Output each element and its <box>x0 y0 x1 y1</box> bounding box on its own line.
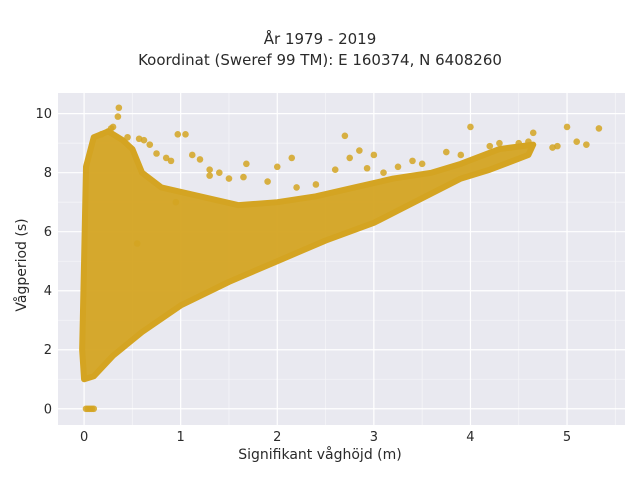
y-tick-label: 0 <box>44 402 52 417</box>
scatter-point <box>206 166 213 174</box>
scatter-point <box>370 151 378 159</box>
scatter-point <box>216 169 223 176</box>
x-tick-label: 3 <box>370 430 378 445</box>
x-tick-label: 4 <box>466 430 474 445</box>
scatter-point <box>554 142 561 150</box>
scatter-point <box>583 141 590 148</box>
scatter-point <box>196 156 204 163</box>
scatter-point <box>264 178 271 185</box>
x-tick-label: 1 <box>177 430 185 445</box>
scatter-point <box>595 125 603 132</box>
scatter-point <box>133 240 141 247</box>
x-axis-title: Signifikant våghöjd (m) <box>238 447 402 463</box>
scatter-point <box>457 151 465 159</box>
scatter-point-cloud <box>79 128 537 383</box>
y-tick-label: 10 <box>35 107 52 122</box>
scatter-point <box>146 141 154 148</box>
y-tick-label: 2 <box>44 343 52 358</box>
y-tick-label: 6 <box>44 225 52 240</box>
scatter-point <box>225 175 233 182</box>
x-tick-label: 5 <box>563 430 571 445</box>
scatter-point <box>331 166 339 174</box>
scatter-point <box>409 157 416 165</box>
x-tick-label: 0 <box>80 430 88 445</box>
scatter-point <box>346 154 354 162</box>
scatter-cloud <box>79 128 537 383</box>
scatter-point <box>363 164 371 172</box>
x-tick-label: 2 <box>273 430 281 445</box>
scatter-point <box>124 133 131 141</box>
scatter-point <box>356 147 363 154</box>
scatter-points <box>82 104 603 413</box>
scatter-point <box>206 172 213 179</box>
scatter-point <box>162 154 170 162</box>
chart-title-line-1: År 1979 - 2019 <box>263 30 377 48</box>
scatter-point <box>525 138 532 145</box>
scatter-point <box>153 150 160 157</box>
scatter-point <box>529 129 537 137</box>
scatter-point <box>312 181 320 188</box>
y-tick-label: 8 <box>44 166 52 181</box>
scatter-point <box>240 173 247 181</box>
y-axis-title: Vågperiod (s) <box>14 218 30 312</box>
scatter-point <box>394 163 402 171</box>
scatter-point <box>115 104 123 112</box>
scatter-point <box>98 131 105 138</box>
scatter-point <box>293 184 300 191</box>
scatter-point <box>114 113 122 120</box>
scatter-point <box>174 131 182 138</box>
chart-title-line-2: Koordinat (Sweref 99 TM): E 160374, N 64… <box>138 51 502 69</box>
scatter-point <box>172 198 180 206</box>
scatter-point <box>467 123 474 131</box>
scatter-point <box>341 132 349 140</box>
scatter-point <box>515 139 523 147</box>
scatter-point <box>140 136 148 144</box>
scatter-point <box>243 160 250 168</box>
scatter-point <box>443 148 450 156</box>
y-tick-label: 4 <box>44 284 52 299</box>
scatter-point <box>380 169 387 176</box>
scatter-point <box>188 151 196 159</box>
scatter-point <box>273 163 281 171</box>
scatter-point <box>288 154 296 162</box>
scatter-point <box>563 123 571 131</box>
scatter-point <box>496 139 503 147</box>
scatter-point <box>90 405 98 413</box>
scatter-point <box>104 128 112 135</box>
scatter-point <box>167 157 175 165</box>
scatter-point <box>573 138 581 145</box>
scatter-point <box>182 131 189 138</box>
tick-labels: 0 1 2 3 4 5 0 2 4 6 8 10 <box>35 107 571 445</box>
scatter-point <box>418 160 426 168</box>
scatter-point <box>486 142 494 150</box>
